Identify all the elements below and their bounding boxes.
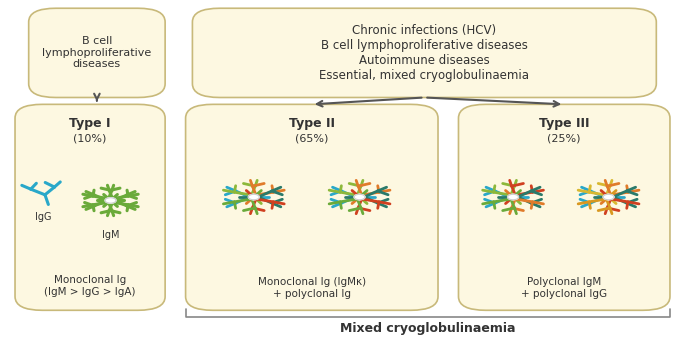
Text: Polyclonal IgM
+ polyclonal IgG: Polyclonal IgM + polyclonal IgG — [521, 277, 608, 299]
Circle shape — [508, 194, 519, 200]
Text: (65%): (65%) — [295, 134, 329, 144]
Circle shape — [105, 198, 116, 203]
Text: Mixed cryoglobulinaemia: Mixed cryoglobulinaemia — [340, 322, 516, 335]
Text: (25%): (25%) — [547, 134, 581, 144]
FancyBboxPatch shape — [186, 104, 438, 310]
Text: Type I: Type I — [69, 117, 111, 130]
Circle shape — [603, 194, 614, 200]
Text: B cell
lymphoproliferative
diseases: B cell lymphoproliferative diseases — [42, 36, 151, 70]
FancyBboxPatch shape — [458, 104, 670, 310]
FancyBboxPatch shape — [29, 8, 165, 98]
Text: IgM: IgM — [102, 230, 119, 240]
Text: (10%): (10%) — [73, 134, 107, 144]
Text: IgG: IgG — [36, 212, 52, 222]
Circle shape — [249, 194, 259, 200]
FancyBboxPatch shape — [15, 104, 165, 310]
Text: Type III: Type III — [539, 117, 590, 130]
Text: Monoclonal Ig
(IgM > IgG > IgA): Monoclonal Ig (IgM > IgG > IgA) — [45, 275, 136, 297]
Circle shape — [354, 194, 365, 200]
FancyBboxPatch shape — [192, 8, 656, 98]
Text: Type II: Type II — [289, 117, 335, 130]
Text: Chronic infections (HCV)
B cell lymphoproliferative diseases
Autoimmune diseases: Chronic infections (HCV) B cell lymphopr… — [319, 24, 530, 82]
Text: Monoclonal Ig (IgMκ)
+ polyclonal Ig: Monoclonal Ig (IgMκ) + polyclonal Ig — [258, 277, 366, 299]
